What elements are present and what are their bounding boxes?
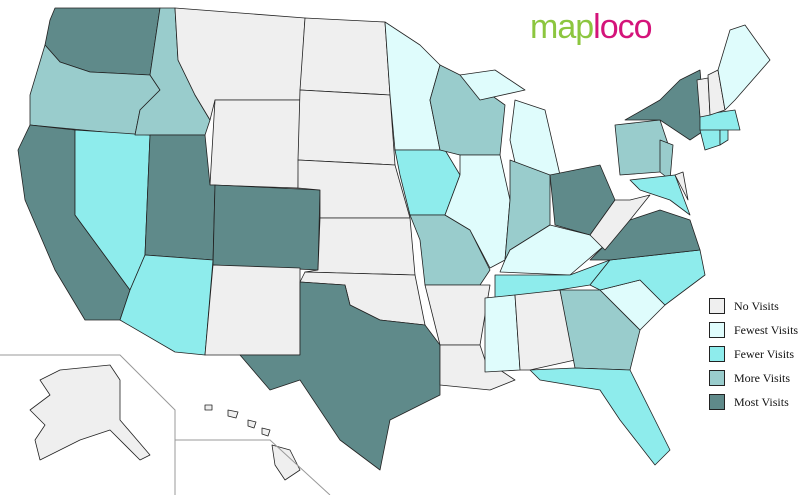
state-fl[interactable] — [529, 367, 671, 466]
state-md[interactable] — [629, 174, 691, 216]
state-nj[interactable] — [659, 139, 674, 181]
state-ms[interactable] — [484, 294, 521, 373]
state-wy[interactable] — [209, 99, 301, 189]
legend-item-fewer: Fewer Visits — [709, 342, 798, 366]
legend-swatch — [709, 322, 725, 338]
state-ut[interactable] — [144, 134, 216, 261]
state-tx[interactable] — [239, 281, 441, 471]
state-hi[interactable] — [204, 404, 213, 411]
state-hi[interactable] — [227, 409, 239, 419]
state-ar[interactable] — [424, 284, 491, 346]
state-sd[interactable] — [297, 89, 396, 166]
state-hi[interactable] — [271, 444, 301, 481]
state-nm[interactable] — [204, 264, 301, 356]
state-al[interactable] — [514, 289, 576, 371]
state-mi[interactable] — [459, 69, 526, 101]
legend-swatch — [709, 346, 725, 362]
maploco-logo: maploco — [530, 8, 653, 46]
state-nd[interactable] — [299, 17, 391, 96]
legend-swatch — [709, 298, 725, 314]
inset-border-alaska — [0, 354, 176, 495]
state-ks[interactable] — [304, 217, 416, 276]
state-de[interactable] — [674, 171, 689, 201]
state-il[interactable] — [444, 154, 511, 269]
state-hi[interactable] — [261, 427, 271, 437]
state-wv[interactable] — [589, 194, 651, 251]
state-la[interactable] — [439, 344, 516, 391]
state-az[interactable] — [119, 254, 214, 356]
legend-item-fewest: Fewest Visits — [709, 318, 798, 342]
legend-swatch — [709, 394, 725, 410]
legend: No Visits Fewest Visits Fewer Visits Mor… — [709, 294, 798, 414]
state-ri[interactable] — [719, 127, 729, 146]
state-ak[interactable] — [29, 364, 151, 461]
legend-item-more: More Visits — [709, 366, 798, 390]
state-ct[interactable] — [699, 127, 721, 151]
legend-swatch — [709, 370, 725, 386]
inset-border-hawaii — [174, 410, 331, 495]
state-hi[interactable] — [247, 419, 257, 429]
legend-item-most: Most Visits — [709, 390, 798, 414]
state-me[interactable] — [717, 24, 771, 111]
state-mn[interactable] — [384, 21, 441, 151]
state-co[interactable] — [212, 184, 321, 271]
legend-item-none: No Visits — [709, 294, 798, 318]
